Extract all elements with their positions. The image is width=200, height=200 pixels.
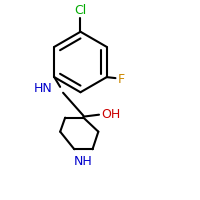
Text: NH: NH [74, 155, 93, 168]
Text: Cl: Cl [74, 4, 87, 17]
Text: HN: HN [34, 82, 52, 95]
Text: F: F [118, 73, 125, 86]
Text: OH: OH [101, 108, 121, 121]
